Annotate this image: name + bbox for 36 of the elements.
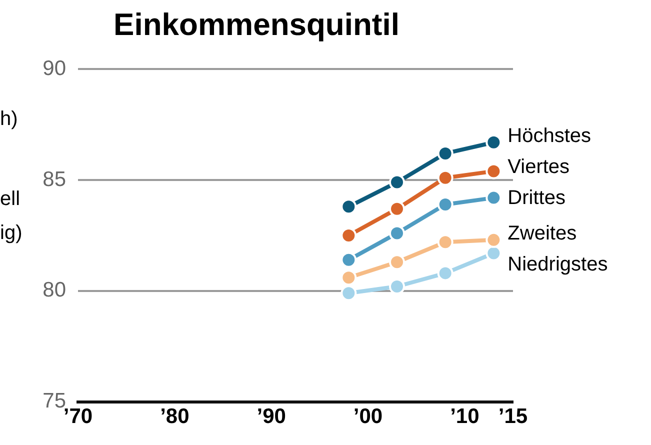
point (486, 163, 502, 180)
x-tick-label: ’80 (160, 405, 190, 428)
point (389, 200, 405, 217)
point (486, 232, 502, 248)
point (486, 134, 502, 150)
y-tick-label: 75 (42, 390, 66, 413)
y-tick-label: 80 (42, 278, 66, 302)
series-label: Höchstes (508, 124, 592, 147)
text: ig) (0, 222, 22, 245)
x-tick-label: ’15 (498, 405, 528, 428)
text: h) (0, 108, 18, 131)
y-tick-label: 85 (42, 168, 66, 191)
chart-title: Einkommensquintil (114, 7, 400, 42)
point (389, 254, 405, 270)
text: ell (0, 188, 20, 211)
point (389, 225, 405, 242)
point (340, 228, 357, 244)
point (340, 198, 357, 215)
point (389, 174, 405, 190)
x-tick-label: ’90 (256, 405, 286, 428)
series-label: Zweites (508, 222, 577, 244)
y-tick-label: 90 (42, 56, 66, 80)
x-tick-label: ’00 (353, 405, 383, 428)
point (437, 234, 454, 250)
x-tick-label: ’70 (63, 405, 93, 428)
point (437, 265, 454, 282)
series-label: Drittes (508, 186, 566, 209)
point (486, 190, 502, 206)
series-label: Viertes (508, 156, 570, 178)
point (340, 285, 357, 302)
point (340, 270, 357, 286)
point (437, 170, 454, 186)
x-tick-label: ’10 (450, 405, 480, 428)
point (389, 278, 405, 294)
point (340, 252, 357, 268)
series-label: Niedrigstes (508, 253, 608, 276)
